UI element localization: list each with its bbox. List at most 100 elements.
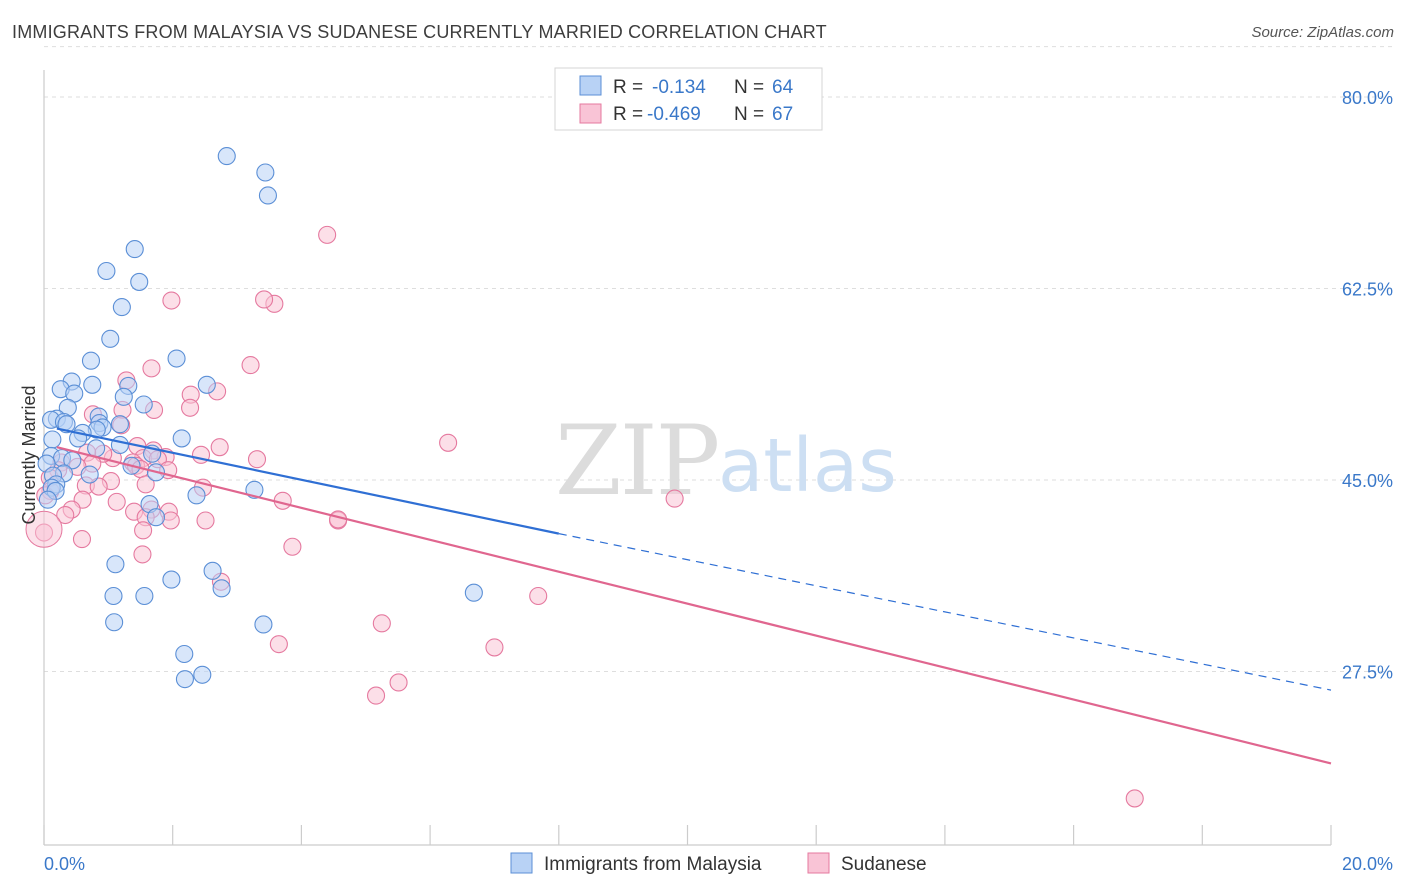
legend-swatch-sudanese [579,103,602,124]
malaysia-points [37,147,483,689]
legend-r-value-1: -0.134 [652,77,706,98]
sudanese-point-66 [389,673,408,692]
sudanese-point-63 [372,614,391,633]
malaysia-point-25 [110,415,129,434]
malaysia-point-50 [106,555,125,574]
sudanese-point-68 [1125,789,1144,808]
sudanese-point-15 [210,438,229,457]
malaysia-point-16 [114,387,133,406]
malaysia-point-6 [112,298,131,317]
malaysia-point-49 [146,508,166,527]
legend-r-label-1: R = [613,77,643,98]
source-credit: Source: ZipAtlas.com [1251,24,1394,41]
sudanese-point-14 [439,433,458,452]
sudanese-trend-line [56,446,1332,765]
sudanese-point-3 [255,290,274,309]
malaysia-point-3 [125,240,144,259]
malaysia-point-11 [83,375,102,394]
malaysia-trend-line-dashed [558,533,1332,691]
sudanese-point-52 [161,511,180,530]
sudanese-point-56 [134,521,153,540]
malaysia-trend-line [56,427,560,535]
sudanese-point-large [25,510,63,548]
x-tick-label-1: 20.0% [1342,854,1393,874]
malaysia-point-33 [87,439,106,458]
malaysia-point-31 [172,429,191,448]
series-label-sudanese: Sudanese [841,854,927,875]
sudanese-point-55 [196,511,215,530]
sudanese-point-58 [283,537,302,556]
sudanese-point-9 [181,398,200,417]
sudanese-point-22 [247,450,267,469]
watermark-atlas: atlas [718,423,897,509]
malaysia-point-61 [193,665,212,684]
malaysia-point-47 [187,486,206,505]
x-tick-labels: 0.0% 20.0% [44,854,1393,874]
sudanese-point-60 [133,545,152,564]
sudanese-point-43 [665,489,684,508]
malaysia-point-23 [57,415,76,434]
malaysia-point-58 [254,615,273,634]
sudanese-point-65 [485,638,504,657]
correlation-legend: R = -0.134 N = 64 R = -0.469 N = 67 [554,67,823,131]
legend-swatch-malaysia [579,75,602,96]
watermark-zip: ZIP [555,405,718,517]
chart-title: IMMIGRANTS FROM MALAYSIA VS SUDANESE CUR… [12,22,827,42]
legend-r-value-2: -0.469 [647,104,701,125]
series-legend: Immigrants from Malaysia Sudanese [510,852,927,875]
malaysia-point-57 [105,613,124,632]
malaysia-point-60 [175,670,194,689]
y-tick-label-2: 45.0% [1342,471,1393,491]
sudanese-point-62 [529,586,548,606]
malaysia-point-2 [258,186,277,205]
malaysia-point-51 [203,561,222,580]
sudanese-point-67 [366,686,386,705]
malaysia-point-55 [104,586,123,606]
y-tick-label-3: 27.5% [1342,663,1393,683]
y-axis-label: Currently Married [19,385,39,524]
sudanese-point-4 [241,356,260,375]
series-swatch-malaysia [510,852,533,874]
malaysia-point-59 [175,644,194,664]
sudanese-point-0 [318,225,337,244]
sudanese-point-5 [142,359,161,378]
sudanese-point-64 [269,635,288,654]
sudanese-point-39 [89,477,108,496]
malaysia-point-1 [256,163,275,182]
legend-n-value-2: 67 [772,104,793,125]
series-label-malaysia: Immigrants from Malaysia [544,854,762,875]
legend-n-value-1: 64 [772,77,794,98]
y-tick-label-1: 62.5% [1342,280,1393,300]
legend-n-label-2: N = [734,104,764,125]
legend-n-label-1: N = [734,77,764,98]
malaysia-point-30 [43,430,62,449]
y-tick-label-0: 80.0% [1342,88,1393,108]
malaysia-point-53 [212,579,231,598]
sudanese-point-57 [72,530,92,549]
sudanese-point-48 [56,505,75,525]
malaysia-point-56 [135,586,154,606]
x-ticks [43,825,1332,845]
malaysia-point-52 [162,570,181,589]
malaysia-point-13 [197,375,216,394]
y-tick-labels: 80.0% 62.5% 45.0% 27.5% [1342,88,1393,683]
trend-lines [56,427,1332,765]
x-tick-label-0: 0.0% [44,854,85,874]
sudanese-point-44 [107,492,126,511]
malaysia-point-9 [167,349,186,368]
malaysia-point-54 [464,583,483,602]
malaysia-point-17 [134,395,153,414]
malaysia-point-41 [80,465,99,484]
malaysia-point-32 [110,435,129,455]
sudanese-point-38 [136,475,155,494]
malaysia-point-5 [130,272,149,291]
malaysia-point-4 [97,261,116,281]
malaysia-point-0 [217,147,236,166]
malaysia-point-63 [38,490,57,509]
malaysia-point-7 [101,329,120,348]
sudanese-point-1 [162,291,181,310]
series-swatch-sudanese [807,852,830,874]
malaysia-point-8 [81,351,101,370]
legend-r-label-2: R = [613,104,643,125]
